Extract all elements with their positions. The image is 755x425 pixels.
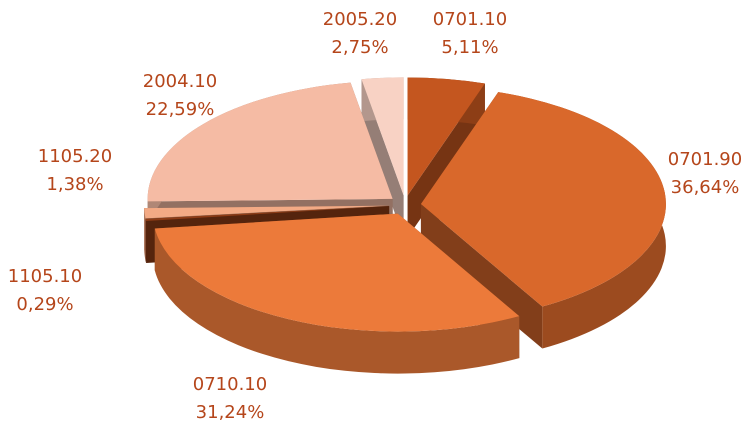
value-label: 31,24% bbox=[196, 402, 265, 423]
slice bbox=[361, 77, 404, 196]
slice bbox=[147, 82, 393, 202]
slice-side bbox=[145, 218, 147, 263]
slice-label: 0701.90 bbox=[668, 149, 742, 170]
slice-label: 1105.10 bbox=[8, 266, 82, 287]
value-label: 22,59% bbox=[146, 99, 215, 120]
slice-label: 2005.20 bbox=[323, 9, 397, 30]
slice bbox=[420, 92, 666, 307]
slice-label: 2004.10 bbox=[143, 71, 217, 92]
value-label: 1,38% bbox=[46, 174, 103, 195]
slice bbox=[407, 77, 485, 196]
slice-label: 0710.10 bbox=[193, 374, 267, 395]
slice-side bbox=[154, 228, 520, 374]
value-label: 2,75% bbox=[331, 37, 388, 58]
value-label: 36,64% bbox=[671, 177, 740, 198]
slice-label: 0701.10 bbox=[433, 9, 507, 30]
slice bbox=[145, 206, 390, 221]
slice-side bbox=[144, 208, 146, 261]
value-label: 0,29% bbox=[16, 294, 73, 315]
slice-label: 1105.20 bbox=[38, 146, 112, 167]
slice bbox=[154, 213, 520, 332]
value-label: 5,11% bbox=[441, 37, 498, 58]
slice bbox=[144, 205, 390, 219]
